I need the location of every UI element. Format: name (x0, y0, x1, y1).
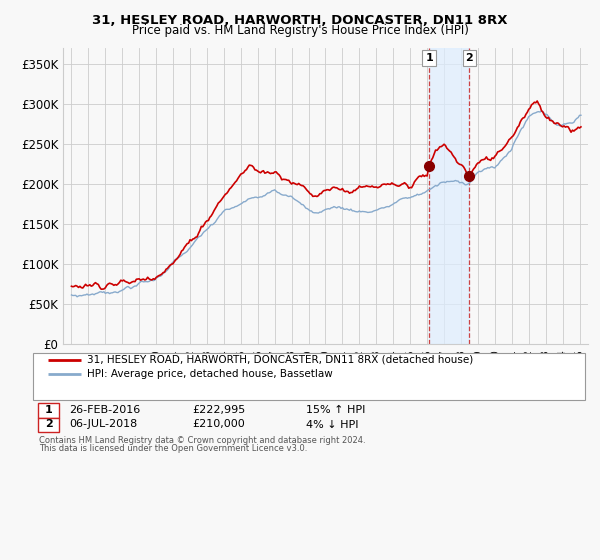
Text: 1: 1 (45, 405, 52, 415)
Text: 4% ↓ HPI: 4% ↓ HPI (306, 419, 359, 430)
Text: 31, HESLEY ROAD, HARWORTH, DONCASTER, DN11 8RX (detached house): 31, HESLEY ROAD, HARWORTH, DONCASTER, DN… (87, 355, 473, 365)
Text: HPI: Average price, detached house, Bassetlaw: HPI: Average price, detached house, Bass… (87, 369, 333, 379)
Text: Price paid vs. HM Land Registry's House Price Index (HPI): Price paid vs. HM Land Registry's House … (131, 24, 469, 37)
Text: 15% ↑ HPI: 15% ↑ HPI (306, 405, 365, 415)
Text: £222,995: £222,995 (192, 405, 245, 415)
Text: 06-JUL-2018: 06-JUL-2018 (69, 419, 137, 430)
Text: 2: 2 (45, 419, 52, 430)
Text: 31, HESLEY ROAD, HARWORTH, DONCASTER, DN11 8RX: 31, HESLEY ROAD, HARWORTH, DONCASTER, DN… (92, 14, 508, 27)
Text: 1: 1 (425, 53, 433, 63)
Bar (429, 48, 469, 344)
Text: This data is licensed under the Open Government Licence v3.0.: This data is licensed under the Open Gov… (39, 444, 307, 452)
Text: 2: 2 (466, 53, 473, 63)
Text: 26-FEB-2016: 26-FEB-2016 (69, 405, 140, 415)
Text: Contains HM Land Registry data © Crown copyright and database right 2024.: Contains HM Land Registry data © Crown c… (39, 436, 365, 445)
Text: £210,000: £210,000 (192, 419, 245, 430)
